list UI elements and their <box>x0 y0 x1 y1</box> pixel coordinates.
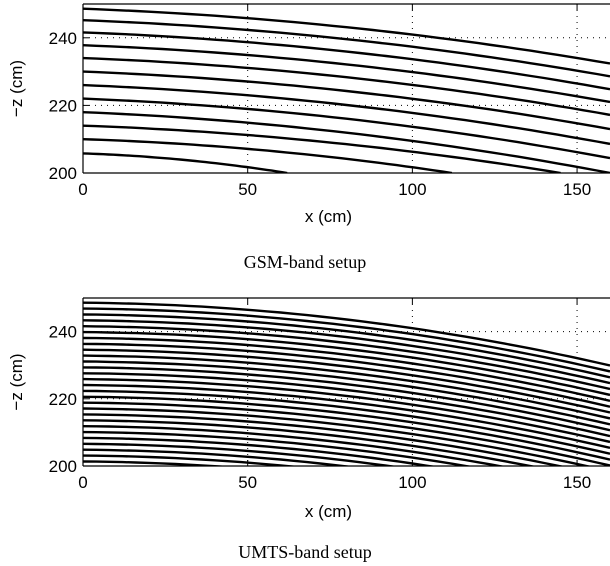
x-tick-label: 150 <box>563 180 591 199</box>
x-tick-label: 0 <box>78 180 87 199</box>
series-line-22 <box>83 425 506 466</box>
y-axis-label: −z (cm) <box>7 353 26 410</box>
figure-caption: GSM-band setup <box>244 252 367 272</box>
series-line-8 <box>83 342 610 408</box>
series-line-14 <box>83 377 610 444</box>
series-line-8 <box>83 97 610 160</box>
series-line-24 <box>83 436 437 466</box>
y-tick-label: 200 <box>49 457 77 476</box>
series-line-4 <box>83 319 610 385</box>
series-line-10 <box>83 354 610 420</box>
series-line-23 <box>83 430 473 466</box>
series-line-13 <box>83 372 610 438</box>
series-line-7 <box>83 83 610 146</box>
series-line-28 <box>83 460 230 466</box>
x-tick-label: 0 <box>78 473 87 492</box>
x-tick-label: 150 <box>563 473 591 492</box>
series-line-6 <box>83 70 610 131</box>
y-tick-label: 240 <box>49 323 77 342</box>
x-tick-label: 50 <box>238 180 257 199</box>
series-line-21 <box>83 419 537 466</box>
y-tick-label: 200 <box>49 164 77 183</box>
curves <box>83 301 610 466</box>
umts-plot: 0 50 100 150 200 220 240 x (cm) −z (cm) UMTS-band… <box>7 297 610 562</box>
y-tick-label: 240 <box>49 29 77 48</box>
series-line-7 <box>83 336 610 402</box>
series-line-3 <box>83 31 610 91</box>
y-tick-label: 220 <box>49 390 77 409</box>
series-line-20 <box>83 413 565 466</box>
series-line-16 <box>83 389 610 455</box>
series-line-2 <box>83 19 610 78</box>
series-line-11 <box>83 360 610 426</box>
series-line-9 <box>83 111 610 173</box>
series-line-12 <box>83 152 288 173</box>
series-line-17 <box>83 395 610 461</box>
y-tick-label: 220 <box>49 96 77 115</box>
series-line-3 <box>83 313 610 379</box>
series-line-18 <box>83 401 610 466</box>
series-line-4 <box>83 44 610 104</box>
figure-caption: UMTS-band setup <box>238 542 372 562</box>
x-axis-label: x (cm) <box>305 207 352 226</box>
x-axis-label: x (cm) <box>305 502 352 521</box>
series-line-27 <box>83 454 299 466</box>
series-line-1 <box>83 301 610 367</box>
series-line-9 <box>83 348 610 414</box>
series-line-10 <box>83 124 561 173</box>
series-line-5 <box>83 325 610 391</box>
series-line-15 <box>83 383 610 449</box>
series-line-26 <box>83 448 353 466</box>
curves <box>83 7 610 173</box>
x-tick-label: 100 <box>398 180 426 199</box>
x-tick-label: 50 <box>238 473 257 492</box>
grid-lines <box>83 4 610 173</box>
series-line-25 <box>83 442 398 466</box>
gsm-plot: 0 50 100 150 200 220 240 x (cm) −z (cm) GSM-band … <box>7 3 610 272</box>
series-line-11 <box>83 138 453 173</box>
series-line-2 <box>83 307 610 373</box>
series-line-19 <box>83 407 592 466</box>
x-tick-label: 100 <box>398 473 426 492</box>
series-line-12 <box>83 366 610 432</box>
series-line-5 <box>83 56 610 117</box>
series-line-6 <box>83 330 610 397</box>
series-line-1 <box>83 7 610 65</box>
y-axis-label: −z (cm) <box>7 60 26 117</box>
